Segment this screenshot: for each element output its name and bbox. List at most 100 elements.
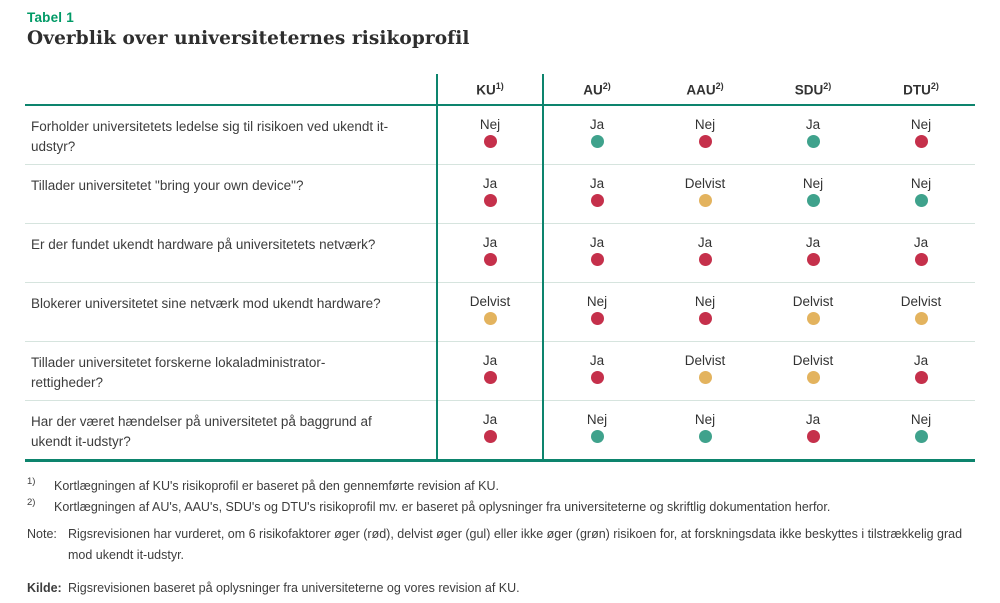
status-dot — [806, 312, 820, 326]
note-label: Note: — [27, 527, 57, 542]
answer-text: Nej — [910, 176, 932, 192]
source-text: Rigsrevisionen baseret på oplysninger fr… — [68, 580, 520, 595]
answer-text: Ja — [697, 235, 713, 251]
answer-cell: Nej — [759, 165, 867, 223]
question-cell: Blokerer universitetet sine netværk mod … — [31, 296, 381, 312]
answer-cell: Nej — [651, 401, 759, 459]
table-row: Er der fundet ukendt hardware på univers… — [25, 224, 975, 284]
answer-cell: Nej — [543, 401, 651, 459]
answer-text: Ja — [913, 235, 929, 251]
footnotes-section: 1) Kortlægningen af KU's risikoprofil er… — [27, 476, 975, 599]
status-dot — [483, 430, 497, 444]
answer-cell: Delvist — [759, 283, 867, 341]
status-dot — [483, 253, 497, 267]
answer-text: Ja — [589, 353, 605, 369]
column-footnote-ref: 2) — [715, 80, 724, 91]
table-vertical-divider — [542, 74, 544, 463]
answer-text: Nej — [694, 117, 716, 132]
answer-text: Ja — [805, 117, 821, 132]
status-dot — [590, 312, 604, 326]
answer-cell: Ja — [437, 165, 543, 223]
status-dot — [698, 253, 712, 267]
answer-text: Nej — [910, 117, 932, 132]
answer-text: Delvist — [684, 353, 726, 369]
status-dot — [806, 253, 820, 267]
status-dot — [914, 312, 928, 326]
status-dot — [698, 371, 712, 385]
question-cell: Er der fundet ukendt hardware på univers… — [31, 237, 376, 253]
column-name: KU — [476, 82, 496, 98]
table-header-row: KU1) AU2) AAU2) SDU2) DTU2) — [25, 74, 975, 106]
source-line: Kilde: Rigsrevisionen baseret på oplysni… — [27, 578, 975, 599]
answer-cell: Ja — [651, 224, 759, 282]
answer-text: Nej — [479, 117, 501, 132]
answer-text: Ja — [805, 412, 821, 428]
answer-text: Nej — [910, 412, 932, 428]
answer-cell: Delvist — [651, 165, 759, 223]
column-header-au: AU2) — [543, 81, 651, 98]
table-row: Forholder universitetets ledelse sig til… — [25, 106, 975, 166]
table-vertical-divider — [436, 74, 438, 463]
status-dot — [590, 135, 604, 148]
answer-text: Nej — [586, 294, 608, 310]
column-header-sdu: SDU2) — [759, 81, 867, 98]
answer-cell: Nej — [867, 106, 975, 164]
risk-profile-table: KU1) AU2) AAU2) SDU2) DTU2) Forholder un… — [25, 74, 975, 463]
answer-cell: Ja — [759, 401, 867, 459]
answer-text: Ja — [805, 235, 821, 251]
answer-text: Ja — [589, 235, 605, 251]
answer-text: Nej — [802, 176, 824, 192]
answer-cell: Nej — [651, 283, 759, 341]
column-footnote-ref: 2) — [602, 80, 611, 91]
answer-text: Nej — [694, 294, 716, 310]
answer-text: Nej — [694, 412, 716, 428]
table-row: Blokerer universitetet sine netværk mod … — [25, 283, 975, 343]
answer-cell: Ja — [543, 165, 651, 223]
status-dot — [590, 430, 604, 444]
question-cell: Forholder universitetets ledelse sig til… — [31, 119, 389, 154]
answer-text: Ja — [589, 176, 605, 192]
status-dot — [698, 194, 712, 208]
answer-text: Delvist — [792, 294, 834, 310]
column-header-ku: KU1) — [437, 81, 543, 98]
status-dot — [914, 253, 928, 267]
answer-cell: Nej — [651, 106, 759, 164]
status-dot — [914, 430, 928, 444]
footnote-1: 1) Kortlægningen af KU's risikoprofil er… — [27, 476, 975, 496]
table-row: Tillader universitetet forskerne lokalad… — [25, 342, 975, 402]
question-cell: Tillader universitetet forskerne lokalad… — [31, 355, 326, 390]
answer-cell: Ja — [867, 224, 975, 282]
note-text: Rigsrevisionen har vurderet, om 6 risiko… — [68, 527, 963, 563]
header-spacer — [25, 80, 437, 99]
status-dot — [806, 371, 820, 385]
status-dot — [483, 312, 497, 326]
status-dot — [590, 371, 604, 385]
footnote-2: 2) Kortlægningen af AU's, AAU's, SDU's o… — [27, 497, 975, 517]
table-row: Har der været hændelser på universitetet… — [25, 401, 975, 463]
status-dot — [590, 253, 604, 267]
footnote-marker: 1) — [27, 476, 36, 488]
answer-text: Ja — [482, 353, 498, 369]
column-name: SDU — [794, 82, 824, 98]
answer-text: Delvist — [792, 353, 834, 369]
status-dot — [698, 135, 712, 148]
column-footnote-ref: 2) — [823, 80, 832, 91]
answer-cell: Delvist — [867, 283, 975, 341]
footnote-text: Kortlægningen af KU's risikoprofil er ba… — [54, 479, 499, 494]
status-dot — [590, 194, 604, 208]
status-dot — [914, 194, 928, 208]
answer-cell: Nej — [437, 106, 543, 164]
answer-text: Ja — [482, 412, 498, 428]
status-dot — [483, 135, 497, 148]
status-dot — [914, 371, 928, 385]
note-line: Note: Rigsrevisionen har vurderet, om 6 … — [27, 524, 975, 567]
status-dot — [483, 194, 497, 208]
answer-text: Ja — [913, 353, 929, 369]
source-label: Kilde: — [27, 580, 62, 595]
status-dot — [914, 135, 928, 148]
answer-cell: Ja — [543, 106, 651, 164]
answer-text: Delvist — [684, 176, 726, 192]
table-label: Tabel 1 — [27, 10, 74, 25]
answer-cell: Nej — [867, 401, 975, 459]
